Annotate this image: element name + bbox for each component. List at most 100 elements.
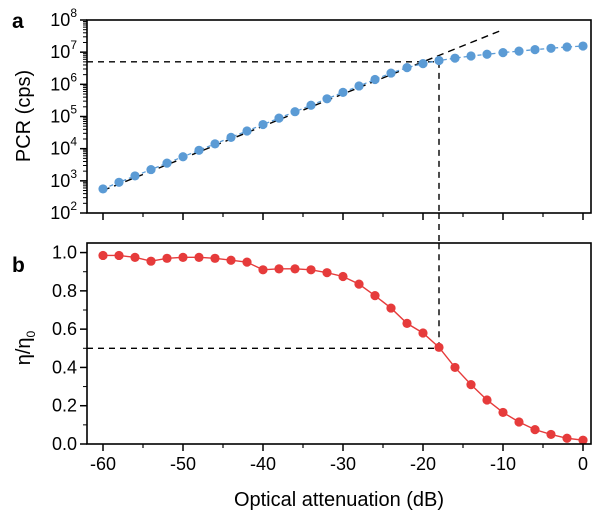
panel-a-y-tick-label: 107	[50, 38, 77, 62]
panel-a-data-point	[370, 74, 380, 85]
panel-a-y-tick-base: 10	[50, 42, 70, 62]
panel-a-data-point	[178, 152, 188, 162]
panel-a-data-point	[98, 184, 108, 194]
x-axis-title: Optical attenuation (dB)	[234, 489, 444, 511]
panel-a-data-point	[514, 46, 524, 56]
panel-b-data-point	[514, 417, 524, 427]
panel-b-y-ticks: 0.0 0.2 0.4 0.6 0.8 1.0	[52, 243, 87, 454]
panel-a-data-point	[354, 81, 364, 91]
panel-a-y-tick-label: 105	[50, 103, 77, 127]
panel-a-data-point	[386, 68, 396, 78]
panel-a-data-point	[402, 63, 412, 73]
panel-a-data-point	[418, 59, 428, 69]
panel-b-data-point	[242, 257, 252, 267]
panel-a-y-tick-base: 10	[50, 10, 70, 30]
panel-b-data-point	[466, 380, 476, 390]
panel-b-y-tick-label: 1.0	[52, 243, 77, 263]
panel-a-y-tick-exponent: 6	[70, 70, 77, 84]
panel-b-data-point	[210, 253, 220, 263]
panel-a-label: a	[12, 10, 24, 33]
panel-a-y-tick-label: 103	[50, 167, 77, 191]
panel-a-series-line	[102, 45, 584, 190]
panel-b-data-point	[370, 291, 380, 301]
panel-b-data-point	[146, 256, 156, 266]
panel-a-data-point	[242, 126, 252, 136]
panel-b-data-point	[562, 433, 572, 443]
panel-b-data-point	[130, 252, 140, 262]
panel-a-y-tick-base: 10	[50, 203, 70, 223]
panel-b-y-axis-title-main: η/η	[13, 337, 35, 365]
panel-a-data-point	[258, 119, 268, 130]
panel-b-data-point	[306, 265, 316, 275]
panel-b-guide-lines	[87, 213, 440, 349]
panel-b-y-tick-label: 0.4	[52, 357, 77, 377]
panel-a-data-point	[498, 47, 508, 58]
panel-a-data-point	[322, 94, 332, 104]
panel-a-data-point	[162, 158, 172, 168]
panel-a-data-point	[562, 42, 572, 52]
panel-b-data-point	[258, 265, 268, 275]
panel-b-data-point	[354, 279, 364, 289]
panel-b-x-tick-label: -60	[90, 454, 116, 474]
panel-b-data-point	[322, 268, 332, 278]
panel-a-y-tick-base: 10	[50, 139, 70, 159]
panel-b: b -60 -50 -40 -30 -20 -10 0 0.0 0.2 0.4 0.6 0.8 1.0…	[12, 213, 592, 511]
panel-b-data-point	[98, 250, 108, 261]
panel-b-data-point	[546, 429, 556, 440]
panel-b-y-tick-label: 0.2	[52, 396, 77, 416]
panel-b-data-point	[338, 271, 348, 282]
panel-a-y-tick-label: 108	[50, 6, 77, 30]
panel-a-data-point	[546, 43, 556, 53]
panel-a-guide-lines	[87, 61, 440, 213]
panel-a-series	[98, 41, 588, 194]
panel-a-data-point	[306, 100, 316, 110]
panel-b-data-point	[194, 252, 204, 262]
panel-b-data-point	[530, 425, 540, 435]
panel-a-y-tick-label: 106	[50, 70, 77, 94]
panel-b-data-point	[226, 255, 236, 265]
panel-b-y-axis-title-sub: 0	[24, 330, 38, 337]
panel-b-data-point	[114, 250, 124, 261]
panel-a-y-tick-exponent: 5	[70, 103, 77, 117]
panel-b-data-point	[402, 318, 412, 328]
panel-a-y-axis-title: PCR (cps)	[13, 70, 35, 162]
panel-b-data-point	[482, 395, 492, 405]
panel-b-data-point	[450, 362, 460, 373]
panel-a-y-tick-base: 10	[50, 74, 70, 94]
panel-a-data-point	[578, 41, 588, 51]
panel-b-y-axis-title: η/η0	[13, 330, 38, 365]
panel-b-data-point	[274, 264, 284, 274]
panel-b-data-point	[290, 264, 300, 274]
panel-a-data-point	[466, 51, 476, 61]
panel-a-y-tick-base: 10	[50, 171, 70, 191]
panel-a-y-tick-label: 102	[50, 199, 77, 223]
panel-a-data-point	[482, 49, 492, 59]
panel-a-data-point	[450, 53, 460, 63]
panel-a-data-point	[226, 132, 236, 143]
panel-a-fit-line	[102, 29, 504, 192]
panel-a-data-point	[290, 107, 300, 117]
panel-a-fit-dashed-line	[102, 29, 504, 192]
panel-b-data-point	[434, 342, 444, 352]
panel-b-data-point	[386, 303, 396, 313]
panel-a-y-tick-exponent: 7	[70, 38, 77, 52]
panel-a-y-tick-exponent: 2	[70, 199, 77, 213]
panel-a-data-point	[434, 55, 444, 66]
panel-a-data-point	[274, 113, 284, 123]
panel-a-x-ticks	[102, 213, 584, 220]
panel-b-x-tick-label: -30	[330, 454, 356, 474]
panel-b-x-tick-label: 0	[578, 454, 588, 474]
panel-b-series	[98, 250, 588, 445]
panel-b-y-tick-label: 0.6	[52, 319, 77, 339]
panel-a-data-point	[114, 177, 124, 187]
panel-b-y-tick-label: 0.0	[52, 434, 77, 454]
panel-b-x-tick-label: -50	[170, 454, 196, 474]
panel-b-y-tick-label: 0.8	[52, 281, 77, 301]
panel-b-label: b	[12, 254, 25, 277]
panel-b-x-tick-label: -20	[410, 454, 436, 474]
panel-a-data-point	[210, 139, 220, 149]
panel-b-data-point	[498, 407, 508, 418]
panel-b-x-tick-label: -10	[490, 454, 516, 474]
panel-b-x-ticks: -60 -50 -40 -30 -20 -10 0	[90, 444, 588, 474]
